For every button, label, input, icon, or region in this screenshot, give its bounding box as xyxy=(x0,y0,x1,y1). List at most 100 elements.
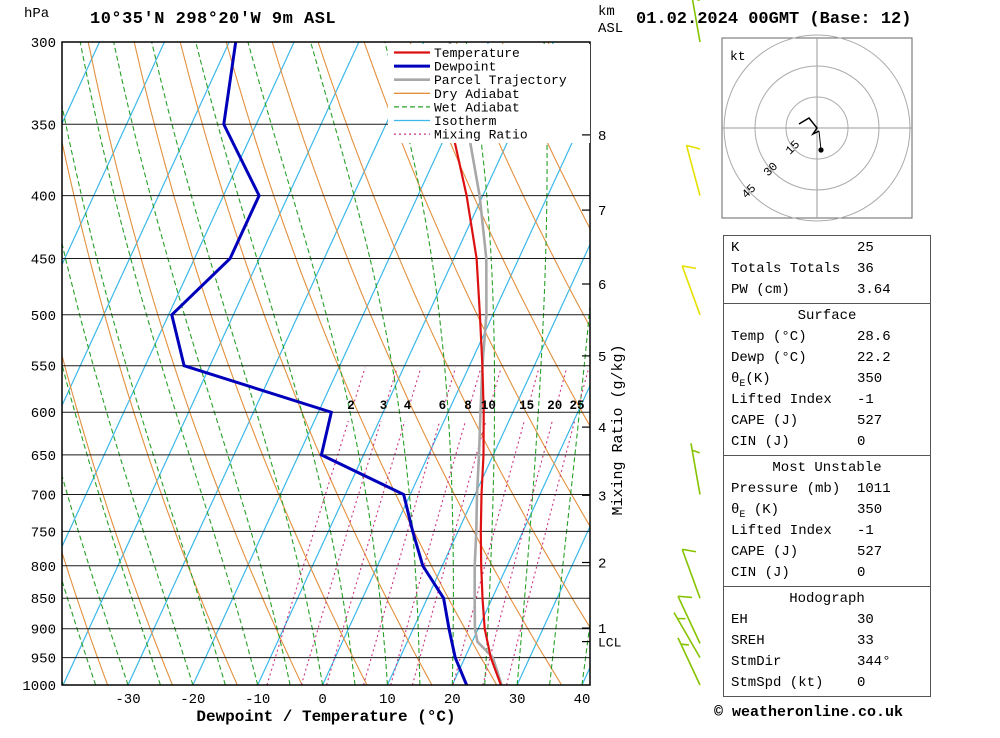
pressure-tick-label: 650 xyxy=(31,449,56,465)
stat-label: θE (K) xyxy=(731,500,857,521)
wind-barb-halfflag xyxy=(681,644,689,645)
mixing-ratio-line xyxy=(558,368,567,402)
stat-label: StmDir xyxy=(731,652,857,673)
stat-value: 30 xyxy=(857,610,923,631)
pressure-tick-label: 350 xyxy=(31,118,56,134)
temperature-curve xyxy=(443,93,501,685)
km-tick-label: 8 xyxy=(598,129,606,145)
stat-label: Pressure (mb) xyxy=(731,479,857,500)
km-axis-unit-bottom: ASL xyxy=(598,21,623,38)
mixing-ratio-value-label: 3 xyxy=(380,399,388,413)
wind-barb-staff xyxy=(678,596,700,643)
datetime-title: 01.02.2024 00GMT (Base: 12) xyxy=(636,10,911,29)
stat-value: 0 xyxy=(857,432,923,453)
stat-value: -1 xyxy=(857,390,923,411)
stat-label: CIN (J) xyxy=(731,563,857,584)
mixing-ratio-value-label: 20 xyxy=(547,399,562,413)
stat-value: 350 xyxy=(857,500,923,521)
temp-tick-label: -20 xyxy=(180,692,205,708)
mixing-ratio-line xyxy=(483,421,552,685)
stat-row: θE(K)350 xyxy=(724,369,930,390)
km-tick-label: 4 xyxy=(598,421,606,437)
stat-label: EH xyxy=(731,610,857,631)
wind-barb-flag xyxy=(678,596,692,597)
isotherm-line xyxy=(63,42,359,685)
stat-label: CAPE (J) xyxy=(731,411,857,432)
stat-value: 28.6 xyxy=(857,327,923,348)
km-tick-label: 6 xyxy=(598,278,606,294)
temp-tick-label: 10 xyxy=(379,692,396,708)
mixing-ratio-line xyxy=(492,368,502,402)
temp-tick-label: 0 xyxy=(318,692,326,708)
mixing-ratio-line xyxy=(411,368,421,402)
temp-tick-label: -30 xyxy=(115,692,140,708)
lcl-label: LCL xyxy=(598,636,621,651)
legend-item-label: Mixing Ratio xyxy=(434,128,528,143)
stat-label: SREH xyxy=(731,631,857,652)
stat-row: CAPE (J)527 xyxy=(724,411,930,432)
wet-adiabat-line xyxy=(0,42,160,685)
stat-value: 33 xyxy=(857,631,923,652)
km-axis-unit-top: km xyxy=(598,4,623,21)
stat-value: 36 xyxy=(857,259,923,280)
isotherm-line xyxy=(0,42,164,685)
mixing-ratio-value-label: 15 xyxy=(519,399,534,413)
km-axis-unit: km ASL xyxy=(598,4,623,38)
stat-row: CAPE (J)527 xyxy=(724,542,930,563)
pressure-axis-unit: hPa xyxy=(24,6,49,22)
pressure-tick-label: 800 xyxy=(31,560,56,576)
mixing-ratio-value-label: 8 xyxy=(464,399,472,413)
mixing-ratio-line xyxy=(354,368,365,402)
stat-row: CIN (J)0 xyxy=(724,563,930,584)
stat-value: 0 xyxy=(857,673,923,694)
stat-row: CIN (J)0 xyxy=(724,432,930,453)
pressure-tick-label: 950 xyxy=(31,652,56,668)
mixing-ratio-line xyxy=(391,421,466,685)
stat-section-title: Surface xyxy=(724,306,930,327)
mixing-ratio-line xyxy=(471,368,481,402)
stat-section-title: Most Unstable xyxy=(724,458,930,479)
temp-tick-label: 40 xyxy=(574,692,591,708)
mixing-ratio-value-label: 4 xyxy=(404,399,412,413)
stat-row: StmSpd (kt)0 xyxy=(724,673,930,694)
stat-value: 527 xyxy=(857,542,923,563)
dry-adiabat-line xyxy=(42,42,237,685)
mixing-ratio-value-label: 6 xyxy=(439,399,447,413)
pressure-tick-label: 850 xyxy=(31,592,56,608)
pressure-tick-label: 300 xyxy=(31,36,56,52)
stat-label: CAPE (J) xyxy=(731,542,857,563)
temp-tick-label: 20 xyxy=(444,692,461,708)
pressure-tick-label: 700 xyxy=(31,489,56,505)
stat-label: Lifted Index xyxy=(731,390,857,411)
pressure-tick-label: 750 xyxy=(31,525,56,541)
x-axis-title: Dewpoint / Temperature (°C) xyxy=(196,708,455,726)
isotherm-line xyxy=(0,42,35,685)
stat-row: θE (K)350 xyxy=(724,500,930,521)
stat-value: 350 xyxy=(857,369,923,390)
pressure-tick-label: 900 xyxy=(31,623,56,639)
stat-value: 22.2 xyxy=(857,348,923,369)
wind-barb-flag xyxy=(687,145,701,149)
stat-label: Dewp (°C) xyxy=(731,348,857,369)
temp-tick-label: -10 xyxy=(245,692,270,708)
wind-barb-staff xyxy=(682,549,700,598)
stat-label: StmSpd (kt) xyxy=(731,673,857,694)
wind-barb-staff xyxy=(687,145,700,195)
hodograph-storm-dot xyxy=(818,147,823,152)
km-tick-label: 5 xyxy=(598,350,606,366)
stat-value: 1011 xyxy=(857,479,923,500)
stat-label: Temp (°C) xyxy=(731,327,857,348)
pressure-tick-label: 500 xyxy=(31,309,56,325)
wind-barb-flag xyxy=(682,266,696,268)
stat-value: 25 xyxy=(857,238,923,259)
pressure-tick-label: 550 xyxy=(31,360,56,376)
theta-e-subscript: E xyxy=(739,379,745,390)
